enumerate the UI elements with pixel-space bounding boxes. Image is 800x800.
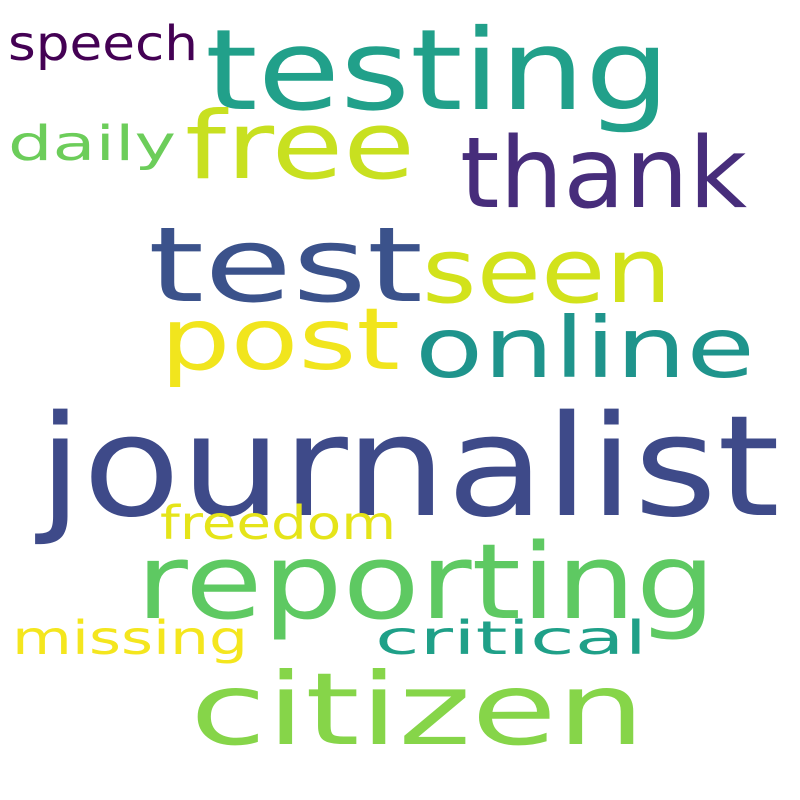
word-seen: seen: [422, 219, 672, 324]
word-freedom: freedom: [160, 496, 397, 550]
word-free: free: [185, 92, 416, 201]
word-speech: speech: [8, 16, 199, 72]
word-journalist: journalist: [38, 386, 780, 549]
word-daily: daily: [8, 116, 176, 172]
word-testing: testing: [205, 6, 671, 136]
word-online: online: [415, 299, 756, 397]
word-citizen: citizen: [190, 651, 646, 768]
word-thank: thank: [460, 117, 747, 231]
word-test: test: [148, 204, 424, 326]
word-missing: missing: [12, 611, 249, 665]
word-reporting: reporting: [136, 521, 716, 643]
word-critical: critical: [375, 611, 648, 665]
word-post: post: [160, 290, 400, 390]
